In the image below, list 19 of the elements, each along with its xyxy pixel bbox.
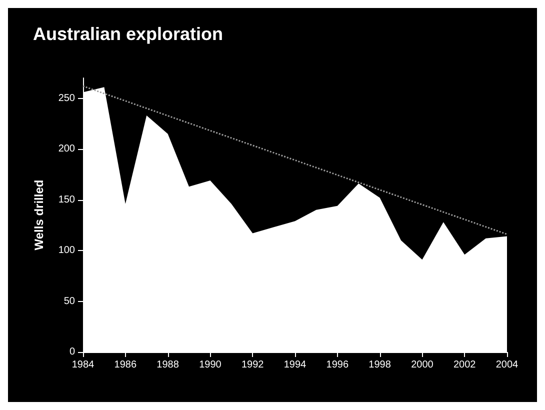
y-tick-label: 150 (58, 194, 76, 206)
x-tick-label: 1998 (368, 360, 392, 370)
y-tick-label: 100 (58, 245, 76, 256)
x-tick-label: 1984 (72, 360, 95, 370)
chart-title: Australian exploration (33, 24, 224, 44)
y-tick-label: 50 (64, 296, 76, 307)
y-tick-label: 250 (58, 92, 76, 104)
x-tick-label: 2004 (496, 360, 519, 370)
x-tick-label: 2002 (453, 360, 476, 370)
x-tick-label: 1994 (284, 360, 307, 370)
x-tick-label: 2000 (411, 360, 434, 370)
x-tick-label: 1990 (199, 360, 222, 370)
y-tick-label: 200 (58, 144, 76, 155)
y-axis-title: Wells drilled (32, 180, 46, 250)
x-tick-label: 1992 (241, 360, 264, 370)
x-tick-label: 1988 (156, 360, 180, 370)
x-tick-label: 1996 (326, 360, 349, 370)
x-tick-label: 1986 (114, 360, 137, 370)
y-tick-label: 0 (69, 346, 76, 358)
